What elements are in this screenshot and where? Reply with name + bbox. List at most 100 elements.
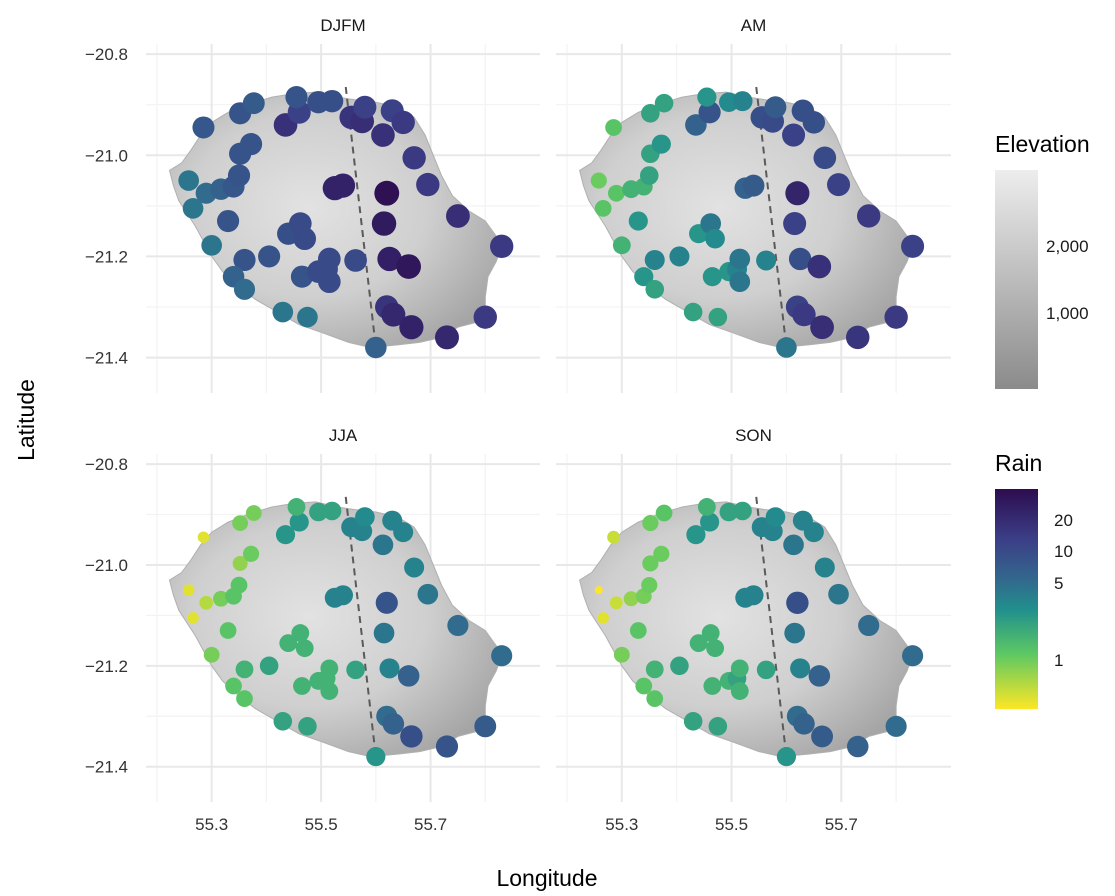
rain-point	[227, 164, 251, 187]
rain-point	[623, 591, 639, 607]
rain-point	[646, 690, 664, 707]
rain-point	[701, 624, 720, 642]
rain-point	[732, 91, 753, 112]
rain-point	[216, 209, 240, 233]
rain-point	[776, 337, 797, 358]
facet-am: AM	[556, 16, 951, 393]
rain-point	[279, 634, 298, 653]
rain-point	[729, 271, 751, 293]
y-tick-label: −20.8	[85, 45, 128, 64]
rain-point	[182, 584, 195, 596]
y-tick-label: −21.4	[85, 758, 128, 777]
rain-point	[635, 677, 653, 695]
rain-point	[792, 302, 816, 327]
facet-son: SON 55.3 55.5 55.7	[556, 426, 951, 834]
rain-point	[845, 325, 870, 350]
rain-point	[287, 498, 306, 516]
rain-point	[259, 656, 279, 676]
rain-point	[473, 305, 497, 329]
rain-point	[645, 660, 664, 679]
facet-panels: DJFM −20.8 −21.0 −21.2 −21.4 AM JJA −20.8 −21.0 −…	[85, 16, 951, 834]
rain-point	[232, 515, 249, 531]
rain-point	[764, 96, 787, 119]
rain-point	[686, 525, 706, 545]
rain-point	[344, 249, 367, 272]
rain-point	[353, 95, 377, 119]
rain-point	[700, 512, 720, 532]
facet-label-jja: JJA	[329, 426, 358, 445]
rain-point	[317, 270, 341, 294]
rain-point	[381, 302, 406, 327]
y-tick-label: −20.8	[85, 455, 128, 474]
facet-label-djfm: DJFM	[320, 16, 365, 35]
rain-point	[397, 665, 420, 687]
rain-point	[697, 498, 716, 516]
rain-point	[784, 622, 805, 644]
rain-point	[379, 658, 400, 679]
rain-point	[742, 174, 765, 197]
rain-point	[765, 507, 786, 527]
rain-point	[273, 712, 293, 731]
rain-point	[239, 133, 263, 156]
rain-point	[374, 180, 400, 206]
rain-point	[371, 123, 395, 147]
rain-point	[399, 315, 424, 340]
rain-point	[782, 123, 806, 147]
rain-point	[813, 146, 837, 170]
rain-point	[719, 502, 739, 522]
legend-rain-tick-20: 20	[1054, 511, 1073, 530]
rain-point	[607, 184, 625, 202]
rain-point	[320, 89, 344, 113]
x-tick-label: 55.3	[195, 815, 228, 834]
legend-elevation-tick-2000: 2,000	[1046, 237, 1089, 256]
rain-point	[827, 173, 851, 197]
rain-point	[320, 659, 339, 678]
rain-point	[653, 545, 670, 562]
rain-point	[689, 634, 708, 653]
rain-point	[404, 557, 425, 578]
rain-point	[884, 305, 908, 329]
legend-elevation-colorbar	[995, 170, 1038, 389]
rain-point	[245, 505, 262, 521]
rain-point	[272, 301, 294, 323]
rain-point	[332, 585, 354, 606]
rain-point	[697, 87, 717, 107]
rain-point	[416, 172, 440, 197]
rain-point	[322, 501, 342, 521]
rain-point	[683, 302, 703, 322]
rain-point	[793, 713, 815, 735]
rain-point	[590, 172, 607, 189]
rain-point	[641, 577, 658, 594]
rain-point	[402, 146, 426, 170]
rain-point	[703, 677, 722, 695]
rain-point	[756, 660, 776, 680]
rain-point	[612, 236, 631, 255]
rain-point	[372, 534, 394, 556]
divide-line	[755, 496, 788, 757]
rain-point	[639, 166, 659, 185]
legend-elevation: Elevation 2,000 1,000	[995, 131, 1090, 389]
rain-point	[803, 522, 824, 543]
rain-point	[706, 639, 725, 658]
legend-rain-tick-1: 1	[1054, 651, 1063, 670]
rain-point	[213, 590, 229, 607]
rain-point	[219, 622, 237, 639]
rain-point	[729, 248, 751, 270]
rain-point	[641, 104, 660, 123]
rain-point	[901, 234, 925, 258]
x-tick-label: 55.5	[305, 815, 338, 834]
rain-point	[355, 507, 375, 527]
rain-point	[785, 181, 810, 206]
rain-point	[187, 612, 199, 624]
divide-line	[344, 496, 377, 757]
rain-point	[730, 682, 749, 700]
rain-point	[634, 267, 654, 287]
rain-point	[605, 119, 622, 136]
rain-point	[642, 555, 659, 572]
rain-point	[776, 747, 796, 767]
rain-point	[810, 315, 834, 340]
rain-point	[201, 234, 222, 256]
rain-point	[289, 512, 309, 532]
legend-elevation-title: Elevation	[995, 131, 1090, 157]
rain-point	[705, 228, 725, 249]
